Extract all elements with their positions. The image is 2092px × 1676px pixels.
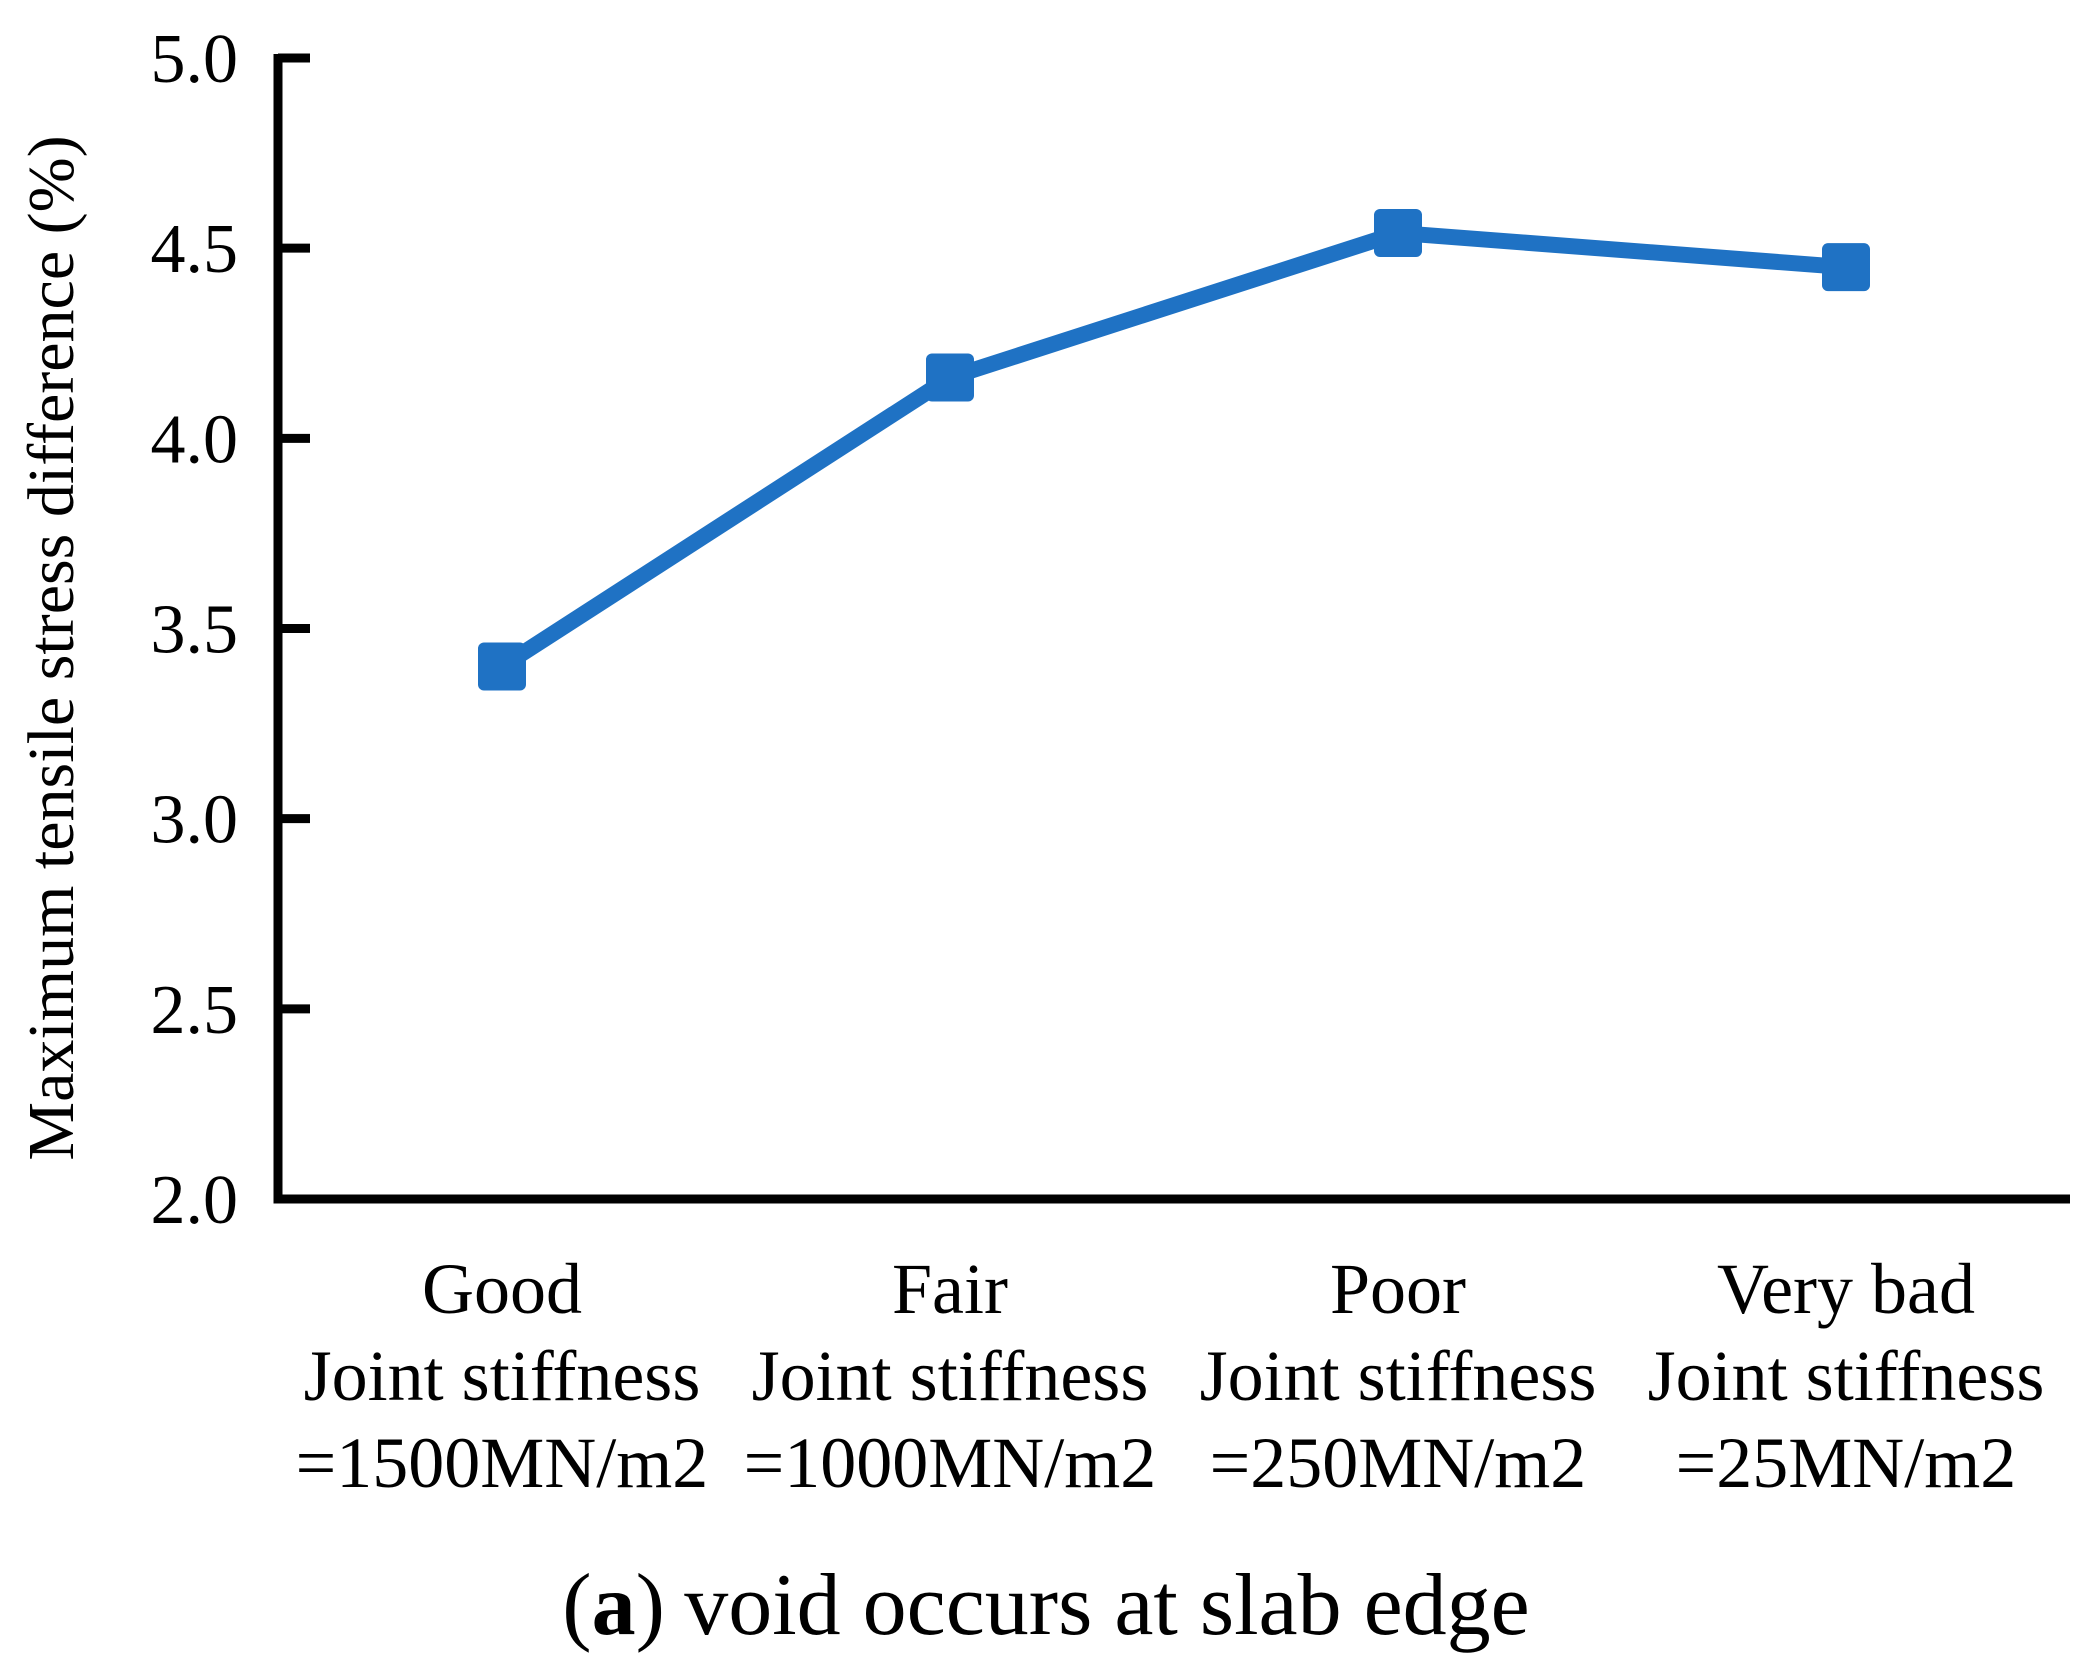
data-point-marker [478,642,526,691]
data-point-marker [926,353,974,402]
figure-caption: (a) void occurs at slab edge [0,1557,2092,1655]
x-category-label: =1500MN/m2 [296,1423,709,1503]
caption-text: void occurs at slab edge [684,1557,1530,1654]
y-tick-label: 3.0 [151,782,239,859]
data-point-marker [1822,243,1870,292]
y-axis-title: Maximum tensile stress difference (%) [15,135,88,1161]
x-category-label: Very bad [1717,1249,1975,1329]
series-line [497,224,1847,674]
x-category-label: Good [422,1249,582,1329]
y-tick-label: 4.5 [151,211,239,288]
y-tick-label: 5.0 [151,21,239,98]
y-tick-label: 2.5 [151,972,239,1049]
x-category-label: =25MN/m2 [1676,1423,2017,1503]
y-tick-label: 2.0 [151,1162,239,1239]
y-tick-label: 3.5 [151,592,239,669]
caption-paren-close: ) [635,1557,665,1654]
x-category-label: Joint stiffness [1200,1336,1597,1416]
x-category-label: Joint stiffness [1648,1336,2045,1416]
x-category-label: =250MN/m2 [1210,1423,1587,1503]
y-tick-label: 4.0 [151,401,239,478]
data-point-marker [1374,208,1422,257]
x-category-label: Joint stiffness [304,1336,701,1416]
x-category-label: Fair [892,1249,1008,1329]
axis-lines [273,54,2070,1204]
x-category-label: Poor [1330,1249,1466,1329]
x-category-label: =1000MN/m2 [744,1423,1157,1503]
caption-paren-open: ( [562,1557,592,1654]
x-category-label: Joint stiffness [752,1336,1149,1416]
caption-label: a [591,1557,636,1654]
